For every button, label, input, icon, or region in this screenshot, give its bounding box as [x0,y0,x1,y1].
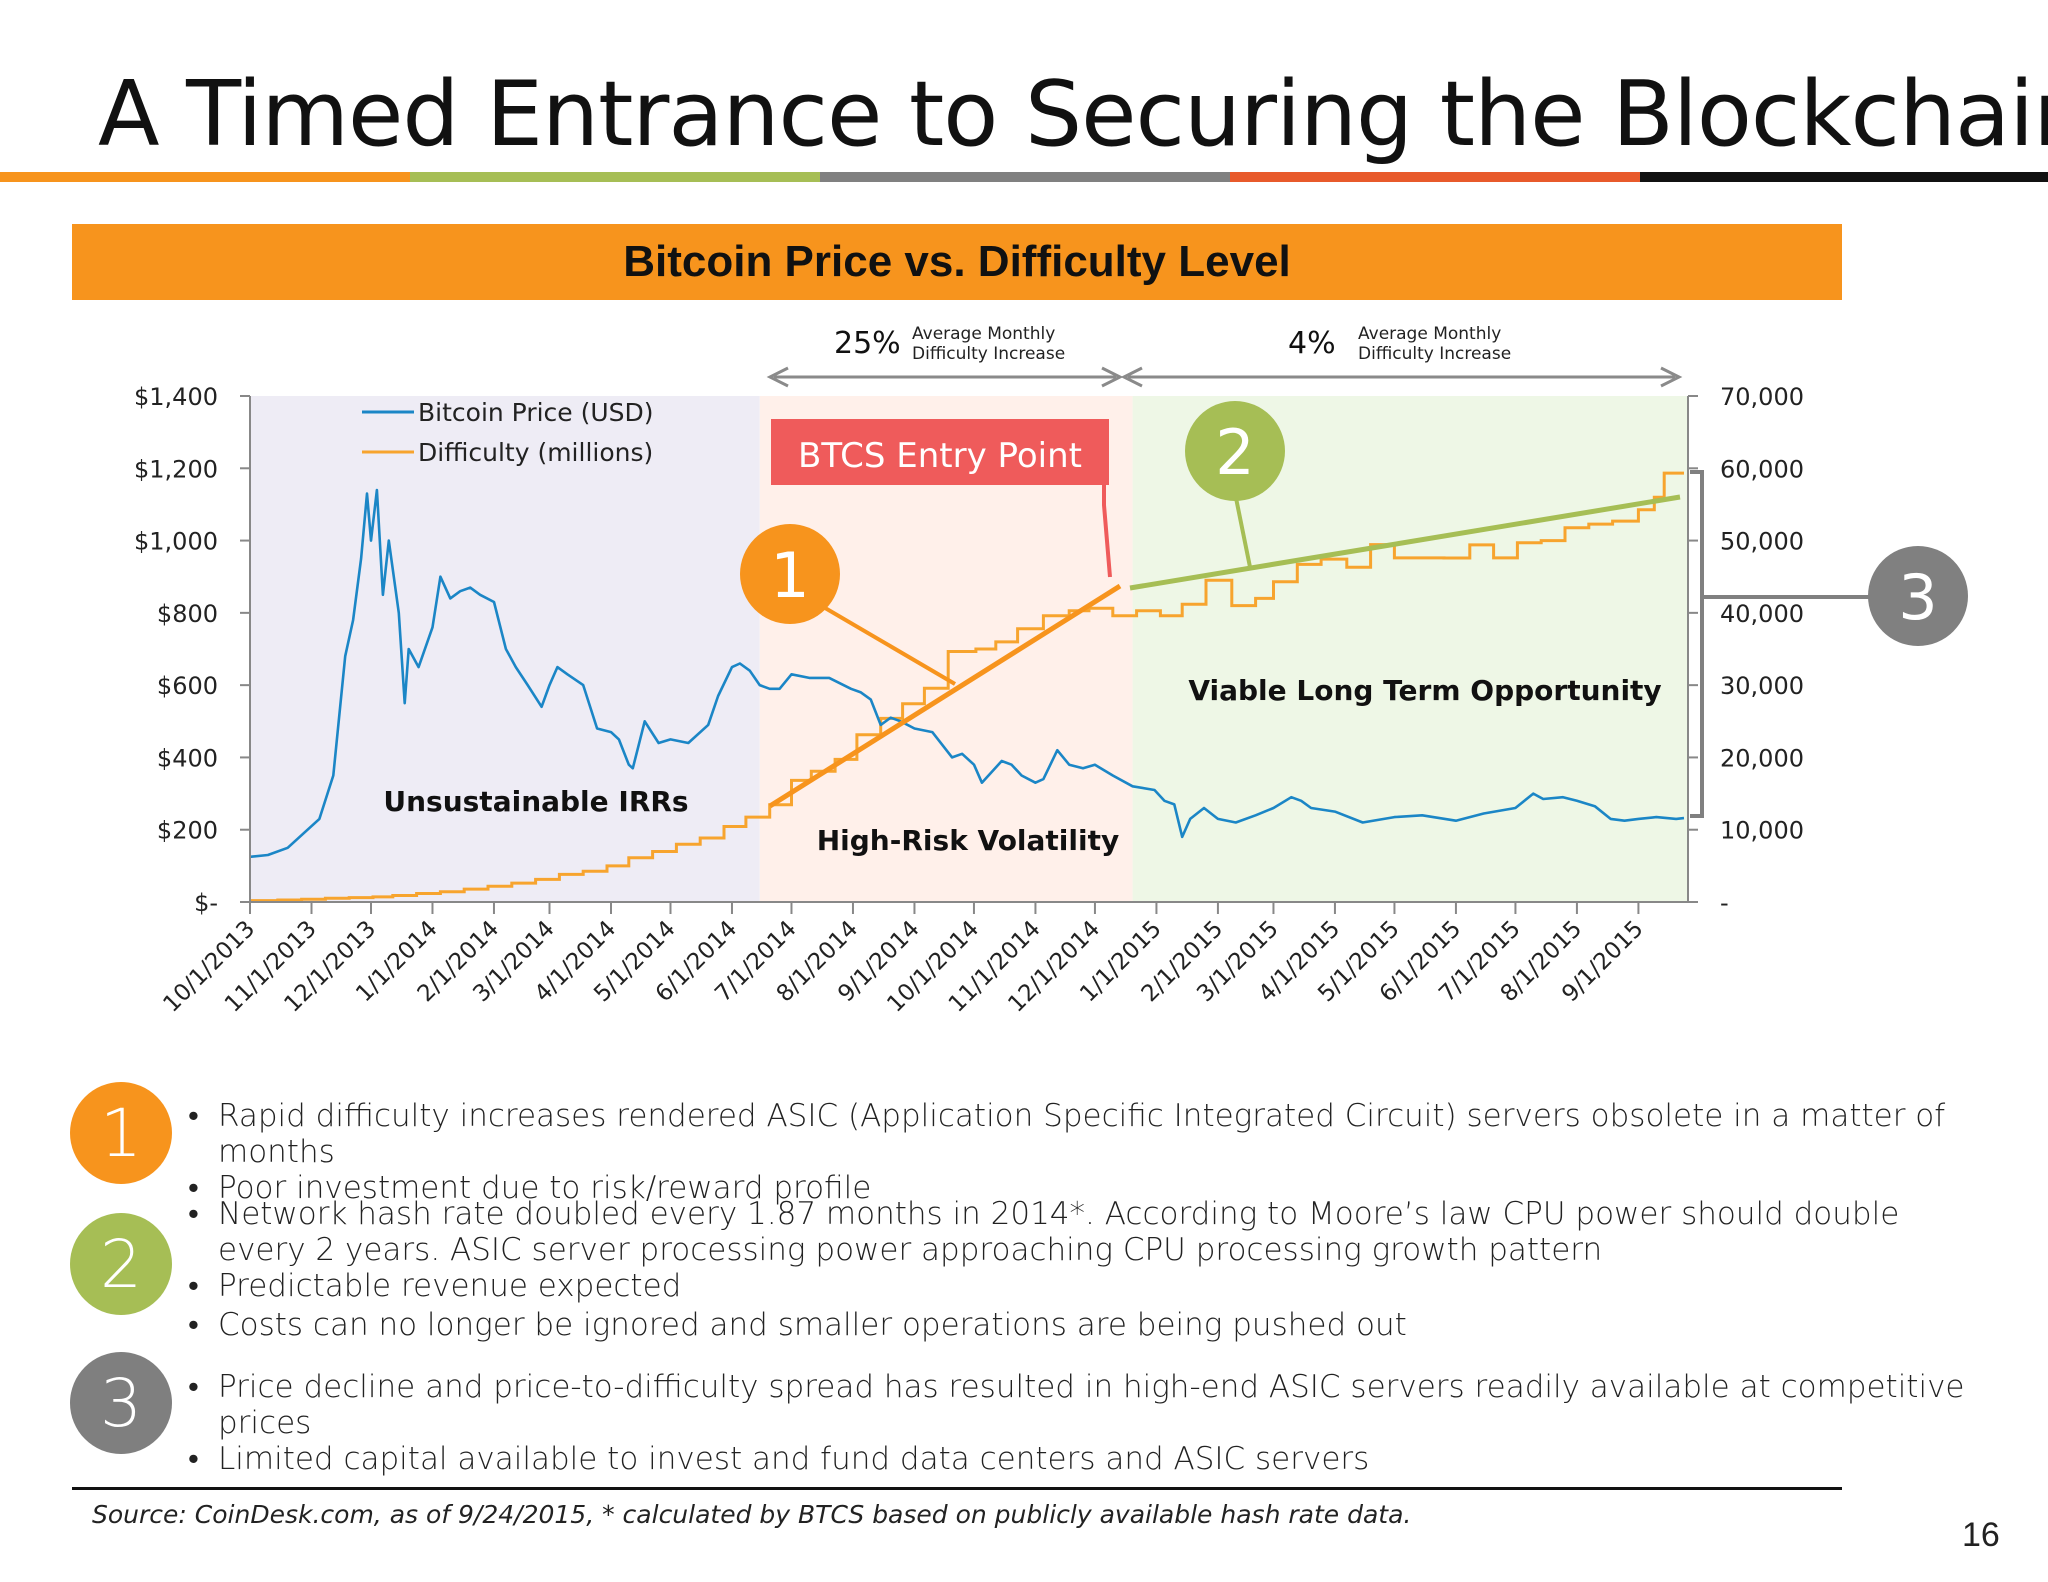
slide-title: A Timed Entrance to Securing the Blockch… [98,62,2048,167]
section-1-number-badge: 1 [70,1082,172,1184]
y-left-tick-label: $600 [157,672,218,700]
rule-segment-red [1230,172,1640,182]
section-3-bullets: Price decline and price-to-difficulty sp… [188,1369,1988,1477]
y-right-tick-label: 40,000 [1720,600,1804,628]
title-color-rule [0,172,2048,182]
growth-caption-left-2: Difficulty Increase [912,344,1065,364]
bullet-item: Rapid difficulty increases rendered ASIC… [188,1098,1988,1170]
spread-bracket [1690,470,1704,818]
y-right-tick-label: - [1720,889,1729,917]
region-label-viable: Viable Long Term Opportunity [1188,674,1661,707]
y-right-tick-label: 50,000 [1720,528,1804,556]
y-left-tick-label: $- [194,889,218,917]
bullet-item: Limited capital available to invest and … [188,1441,1988,1477]
legend-label-1: Bitcoin Price (USD) [418,398,654,427]
bullet-item: Predictable revenue expected [188,1268,1988,1304]
circle-1-badge [740,524,840,624]
entry-point-label: BTCS Entry Point [798,436,1082,476]
circle-3-number: 3 [1898,561,1937,634]
bullet-item: Price decline and price-to-difficulty sp… [188,1369,1988,1441]
source-note: Source: CoinDesk.com, as of 9/24/2015, *… [92,1500,1412,1529]
growth-pct-right: 4% [1288,326,1336,361]
y-right-tick-label: 10,000 [1720,817,1804,845]
arrow-head [1660,366,1683,388]
y-left-tick-label: $400 [157,744,218,772]
circle-2-badge [1185,401,1285,501]
rule-segment-black [1640,172,2048,182]
section-3-number-badge: 3 [70,1352,172,1454]
y-left-tick-label: $1,400 [134,383,218,411]
y-right-tick-label: 60,000 [1720,455,1804,483]
region-label-high-risk: High-Risk Volatility [817,824,1120,857]
circle-3-badge [1868,546,1968,646]
footer-rule [72,1487,1842,1490]
trend-line-high-risk [768,583,1122,809]
region-label-unsustainable: Unsustainable IRRs [383,785,688,818]
page-number: 16 [1962,1516,2000,1554]
circle-2-pointer [1234,497,1252,568]
bitcoin-price-line [249,488,1685,859]
rule-segment-green [410,172,820,182]
legend-label-2: Difficulty (millions) [418,438,653,467]
chart-title-banner: Bitcoin Price vs. Difficulty Level [72,224,1842,300]
section-1-bullets: Rapid difficulty increases rendered ASIC… [188,1098,1988,1206]
entry-point-box [771,419,1109,485]
bullet-item: Costs can no longer be ignored and small… [188,1307,1988,1343]
y-left-tick-label: $1,200 [134,455,218,483]
rule-segment-orange [0,172,410,182]
y-right-tick-label: 30,000 [1720,672,1804,700]
y-left-tick-label: $800 [157,600,218,628]
y-left-tick-label: $200 [157,817,218,845]
arrow-head [1101,366,1124,388]
y-left-tick-label: $1,000 [134,528,218,556]
section-2-bullets: Network hash rate doubled every 1.87 mon… [188,1196,1988,1343]
difficulty-line [250,471,1684,903]
section-2-number-badge: 2 [70,1213,172,1315]
section-3: 3 Price decline and price-to-difficulty … [70,1352,1970,1477]
rule-segment-gray [820,172,1230,182]
growth-pct-left: 25% [834,326,901,361]
growth-caption-right-2: Difficulty Increase [1358,344,1511,364]
y-right-tick-label: 70,000 [1720,383,1804,411]
bullet-item: Network hash rate doubled every 1.87 mon… [188,1196,1988,1268]
circle-1-pointer [818,603,957,686]
arrow-head [1120,366,1143,388]
circle-1-number: 1 [770,539,809,612]
circle-2-number: 2 [1215,416,1254,489]
section-1: 1 Rapid difficulty increases rendered AS… [70,1080,1970,1206]
growth-caption-right-1: Average Monthly [1358,324,1501,344]
y-right-tick-label: 20,000 [1720,744,1804,772]
section-2: 2 Network hash rate doubled every 1.87 m… [70,1196,1970,1346]
trend-line-viable [1129,494,1681,591]
arrow-head [766,366,789,388]
entry-point-pointer [1102,485,1112,578]
price-difficulty-chart: Bitcoin Price (USD) Difficulty (millions)… [134,324,1968,1018]
growth-caption-left-1: Average Monthly [912,324,1055,344]
